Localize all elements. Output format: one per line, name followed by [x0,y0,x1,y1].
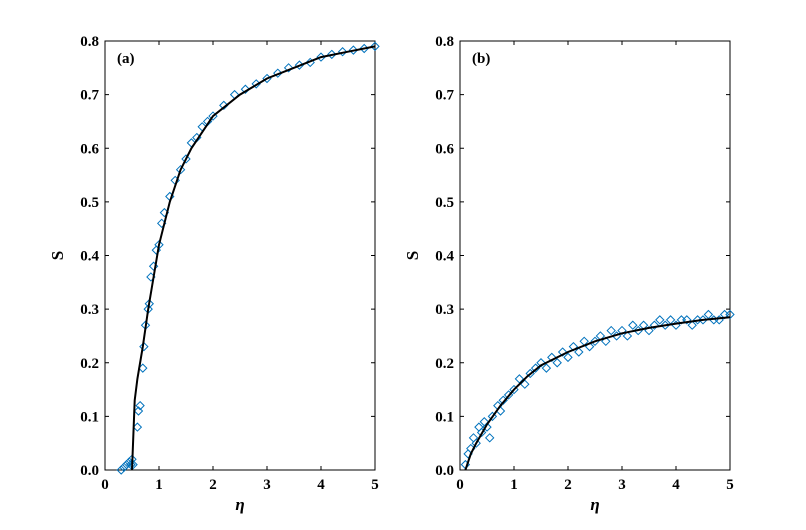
data-point-marker [240,84,251,94]
data-point-marker [135,400,145,411]
data-point-marker [574,347,584,357]
y-tick-label: 0.3 [80,302,99,318]
data-point-marker [725,309,735,320]
x-tick-label: 5 [726,477,734,493]
x-axis-label: η [235,495,244,514]
y-tick-label: 0.1 [435,409,454,425]
data-point-marker [474,422,484,432]
y-tick-label: 0.8 [80,34,99,50]
x-tick-label: 1 [155,477,163,493]
panel-b: 0 1 2 3 4 5 0.0 0.1 0.2 0.3 0.4 0.5 0.6 0.7 0.8 η S (b) [403,34,735,514]
x-tick-label: 4 [672,477,680,493]
data-point-marker [622,331,633,341]
x-tick-label: 3 [618,477,626,493]
data-point-marker [703,309,714,320]
x-axis-label: η [590,495,599,514]
data-point-marker [121,459,132,470]
data-point-marker [471,438,481,448]
fit-curve [464,316,731,471]
panel-label: (b) [472,51,490,67]
data-point-marker [660,320,670,330]
y-tick-label: 0.2 [80,356,99,372]
data-point-marker [139,341,149,352]
x-tick-label: 0 [101,477,109,493]
plot-frame [104,40,376,471]
panel-label: (a) [117,51,135,67]
panel-a: 0 1 2 3 4 5 0.0 0.1 0.2 0.3 0.4 0.5 0.6 0.7 0.8 η S (a) [48,34,380,514]
data-point-marker [552,358,562,368]
y-axis-label: S [403,251,422,260]
data-point-marker [219,100,229,111]
data-point-marker [327,49,337,60]
data-point-marker [536,358,546,368]
data-point-marker [606,325,616,336]
data-point-marker [617,325,627,336]
data-point-marker [370,41,380,52]
x-tick-label: 1 [510,477,518,493]
x-tick-label: 4 [317,477,325,493]
y-tick-label: 0.5 [435,195,454,211]
y-tick-label: 0.8 [435,34,454,50]
data-point-marker [687,320,697,330]
data-point-marker [649,320,660,330]
data-point-marker [487,411,498,422]
data-point-marker [557,347,568,357]
y-tick-label: 0.6 [80,141,99,157]
data-point-marker [665,315,676,325]
data-point-marker [283,63,294,73]
y-tick-label: 0.1 [80,409,99,425]
data-point-marker [601,336,611,347]
y-tick-label: 0.5 [80,195,99,211]
y-axis-label: S [48,251,67,260]
data-point-marker [273,68,283,78]
y-tick-label: 0.7 [435,88,454,104]
data-point-marker [698,315,708,325]
data-point-marker [563,352,573,363]
y-tick-label: 0.7 [80,88,99,104]
data-point-marker [484,433,495,443]
x-tick-label: 5 [371,477,379,493]
x-tick-label: 0 [456,477,464,493]
y-tick-label: 0.2 [435,356,454,372]
data-point-marker [128,459,138,470]
data-point-marker [541,363,552,373]
data-point-marker [348,45,359,55]
data-point-marker [468,433,479,443]
data-point-marker [175,164,186,175]
x-tick-label: 2 [564,477,572,493]
y-tick-label: 0.3 [435,302,454,318]
x-tick-label: 3 [263,477,271,493]
data-point-marker [337,47,348,57]
y-tick-label: 0.0 [80,463,99,479]
data-point-marker [126,459,136,470]
x-tick-label: 2 [209,477,217,493]
data-point-marker [116,465,126,475]
y-tick-label: 0.4 [80,249,99,265]
data-point-marker [482,422,492,432]
y-tick-label: 0.0 [435,463,454,479]
data-point-marker [682,315,692,325]
data-point-marker [628,320,638,330]
data-point-marker [132,422,143,432]
y-tick-label: 0.6 [435,141,454,157]
data-point-marker [655,315,665,325]
data-point-marker [181,154,191,164]
fit-curve [131,45,376,471]
data-point-marker [119,462,129,473]
data-point-marker [547,352,557,363]
data-point-marker [133,406,144,416]
y-tick-label: 0.4 [435,249,454,265]
